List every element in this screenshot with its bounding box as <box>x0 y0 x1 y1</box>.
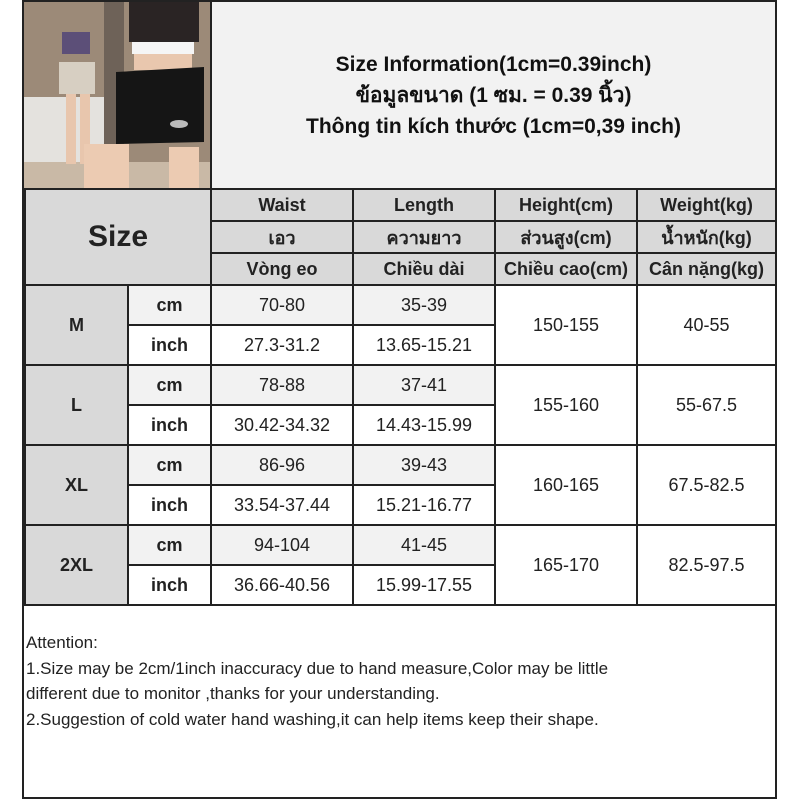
header-length: Length <box>352 188 496 222</box>
waist-inch: 33.54-37.44 <box>210 484 354 526</box>
waist-cm: 86-96 <box>210 444 354 486</box>
table-row-inch: inch 30.42-34.32 14.43-15.99 <box>25 404 776 446</box>
unit-inch: inch <box>127 324 212 366</box>
title-thai: ข้อมูลขนาด (1 ซม. = 0.39 นิ้ว) <box>355 83 632 107</box>
title-block: Size Information(1cm=0.39inch) ข้อมูลขนา… <box>212 2 775 188</box>
unit-inch: inch <box>127 564 212 606</box>
unit-cm: cm <box>127 364 212 406</box>
note-line: 1.Size may be 2cm/1inch inaccuracy due t… <box>26 658 609 678</box>
header-waist-thai: เอว <box>210 220 354 254</box>
weight-cell: 67.5-82.5 <box>636 444 777 526</box>
unit-inch: inch <box>127 404 212 446</box>
height-cell: 165-170 <box>494 524 638 606</box>
height-cell: 160-165 <box>494 444 638 526</box>
note-line: different due to monitor ,thanks for you… <box>26 684 440 703</box>
unit-inch: inch <box>127 484 212 526</box>
product-photo-illustration <box>24 2 210 188</box>
header-height-vi: Chiều cao(cm) <box>494 252 638 286</box>
weight-cell: 82.5-97.5 <box>636 524 777 606</box>
size-table: Size Waist Length Height(cm) Weight(kg) … <box>24 188 777 606</box>
length-cm: 39-43 <box>352 444 496 486</box>
unit-cm: cm <box>127 524 212 566</box>
size-header: Size <box>24 188 212 286</box>
header-length-vi: Chiều dài <box>352 252 496 286</box>
height-cell: 155-160 <box>494 364 638 446</box>
length-inch: 15.21-16.77 <box>352 484 496 526</box>
table-row-cm: 2XL cm 94-104 41-45 165-170 82.5-97.5 <box>24 524 777 606</box>
waist-inch: 36.66-40.56 <box>210 564 354 606</box>
size-cell: L <box>24 364 129 446</box>
unit-cm: cm <box>127 444 212 486</box>
length-inch: 14.43-15.99 <box>352 404 496 446</box>
waist-cm: 70-80 <box>210 284 354 326</box>
header-waist-vi: Vòng eo <box>210 252 354 286</box>
size-cell: XL <box>24 444 129 526</box>
unit-cm: cm <box>127 284 212 326</box>
table-row-cm: XL cm 86-96 39-43 160-165 67.5-82.5 <box>24 444 777 526</box>
length-cm: 41-45 <box>352 524 496 566</box>
length-cm: 35-39 <box>352 284 496 326</box>
header-weight: Weight(kg) <box>636 188 777 222</box>
table-row-inch: inch 27.3-31.2 13.65-15.21 <box>25 324 776 366</box>
table-row-inch: inch 33.54-37.44 15.21-16.77 <box>25 484 776 526</box>
title-vietnamese: Thông tin kích thước (1cm=0,39 inch) <box>306 114 681 138</box>
height-cell: 150-155 <box>494 284 638 366</box>
title-english: Size Information(1cm=0.39inch) <box>335 52 652 76</box>
size-chart: Size Information(1cm=0.39inch) ข้อมูลขนา… <box>22 0 777 799</box>
weight-cell: 40-55 <box>636 284 777 366</box>
weight-cell: 55-67.5 <box>636 364 777 446</box>
waist-inch: 27.3-31.2 <box>210 324 354 366</box>
notes-heading: Attention: <box>26 633 98 652</box>
size-cell: M <box>24 284 129 366</box>
waist-cm: 78-88 <box>210 364 354 406</box>
size-cell: 2XL <box>24 524 129 606</box>
header-height-thai: ส่วนสูง(cm) <box>494 220 638 254</box>
waist-cm: 94-104 <box>210 524 354 566</box>
length-inch: 15.99-17.55 <box>352 564 496 606</box>
note-line: 2.Suggestion of cold water hand washing,… <box>26 709 599 729</box>
length-inch: 13.65-15.21 <box>352 324 496 366</box>
header-height: Height(cm) <box>494 188 638 222</box>
waist-inch: 30.42-34.32 <box>210 404 354 446</box>
product-photo <box>24 2 212 188</box>
header-weight-thai: น้ำหนัก(kg) <box>636 220 777 254</box>
table-row-inch: inch 36.66-40.56 15.99-17.55 <box>25 564 776 606</box>
attention-notes: Attention: 1.Size may be 2cm/1inch inacc… <box>26 630 608 732</box>
header-length-thai: ความยาว <box>352 220 496 254</box>
header-waist: Waist <box>210 188 354 222</box>
header-weight-vi: Cân nặng(kg) <box>636 252 777 286</box>
length-cm: 37-41 <box>352 364 496 406</box>
